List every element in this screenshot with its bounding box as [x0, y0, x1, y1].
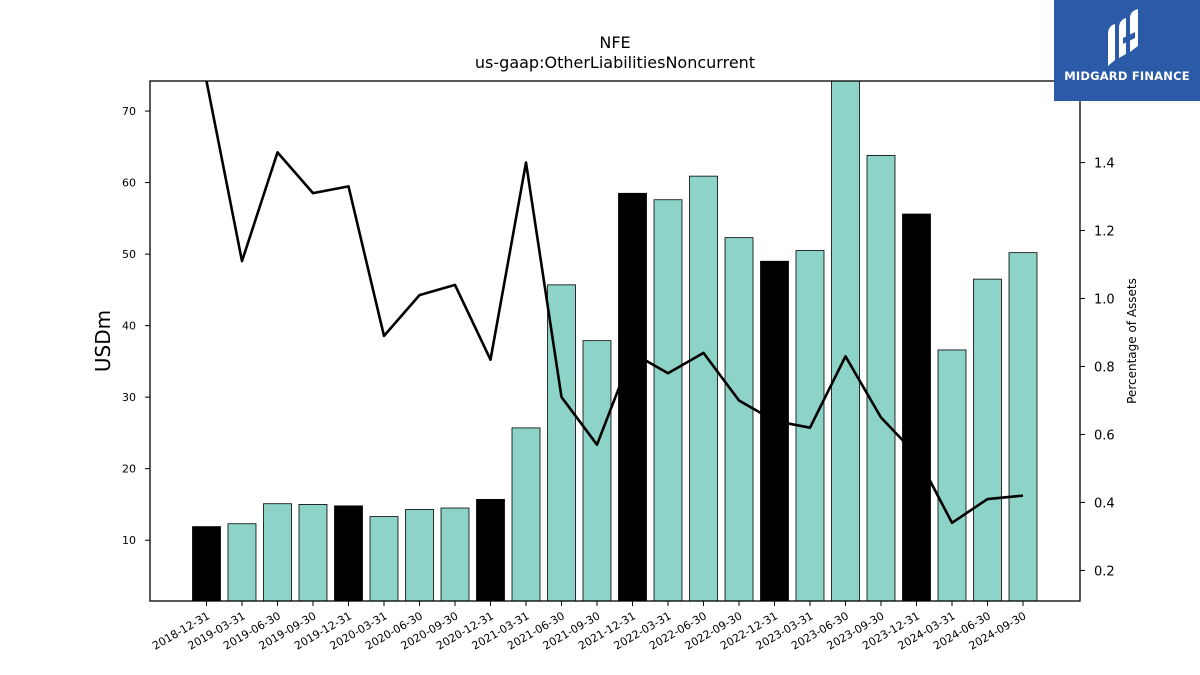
y-tick-label: 50 — [122, 248, 136, 261]
bar-2023-12-31 — [902, 213, 931, 602]
y-tick-label: 10 — [122, 534, 136, 547]
y-tick-label: 30 — [122, 391, 136, 404]
y2-tick-label: 1.4 — [1094, 157, 1115, 172]
logo-text: MIDGARD FINANCE — [1064, 69, 1190, 83]
y-axis-right: 0.20.40.60.81.01.21.41.6 — [1080, 89, 1115, 579]
bar-2019-06-30 — [263, 503, 292, 602]
y2-tick-label: 0.4 — [1094, 496, 1115, 511]
line-group — [205, 80, 1024, 525]
bar-group — [192, 80, 1038, 602]
bar-2021-12-31 — [618, 192, 647, 602]
y-axis-left: 10 20 30 40 50 60 70 — [122, 105, 150, 547]
bar-2024-06-30 — [973, 278, 1002, 602]
y2-tick-label: 0.2 — [1094, 564, 1115, 579]
bar-2022-12-31 — [760, 260, 789, 602]
y2-axis-label: Percentage of Assets — [1125, 278, 1139, 404]
chart-title: NFE — [599, 33, 630, 52]
bar-2023-06-30 — [831, 80, 860, 602]
midgard-finance-logo: MIDGARD FINANCE — [1054, 0, 1200, 101]
y2-tick-label: 1.2 — [1094, 225, 1115, 240]
bar-2022-03-31 — [653, 199, 683, 602]
bar-2021-09-30 — [582, 340, 612, 602]
bar-2022-09-30 — [724, 237, 754, 602]
bar-2019-12-31 — [334, 505, 363, 602]
y2-tick-label: 1.0 — [1094, 293, 1115, 308]
bar-2019-09-30 — [298, 504, 328, 602]
y2-tick-label: 0.8 — [1094, 360, 1115, 375]
bar-2019-03-31 — [227, 523, 257, 602]
bar-2022-06-30 — [689, 175, 718, 602]
chart-subtitle: us-gaap:OtherLiabilitiesNoncurrent — [475, 53, 755, 72]
bar-2023-09-30 — [866, 154, 896, 602]
bar-2018-12-31 — [192, 526, 221, 602]
bar-2020-09-30 — [440, 507, 470, 602]
bar-2020-03-31 — [369, 516, 399, 602]
plot-frame — [149, 80, 1081, 602]
y-tick-label: 70 — [122, 105, 136, 118]
midgard-logo-icon — [1108, 9, 1138, 66]
bar-2024-09-30 — [1008, 252, 1038, 602]
percentage-line — [205, 80, 1024, 525]
bar-2020-12-31 — [476, 499, 505, 602]
bar-2020-06-30 — [405, 509, 434, 602]
bar-2024-03-31 — [937, 349, 967, 602]
y2-tick-label: 0.6 — [1094, 428, 1115, 443]
y-tick-label: 20 — [122, 463, 136, 476]
y-axis-label: USDm — [91, 310, 115, 372]
bar-2021-03-31 — [511, 427, 541, 602]
x-axis: 2018-12-312019-03-312019-06-302019-09-30… — [150, 601, 1029, 653]
y-tick-label: 40 — [122, 320, 136, 333]
y-tick-label: 60 — [122, 177, 136, 190]
